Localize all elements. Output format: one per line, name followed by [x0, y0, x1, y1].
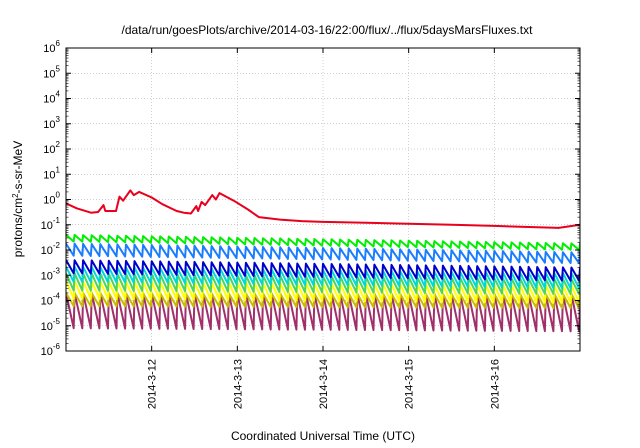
y-tick-label: 101: [43, 165, 60, 181]
series-line: [66, 242, 580, 265]
series-line: [66, 259, 580, 282]
series-line: [66, 189, 580, 229]
y-tick-label: 10-2: [41, 241, 61, 257]
y-axis: 10-6 10-5 10-4 10-3 10-2 10-1 100 101 102 103 104 1…: [41, 39, 580, 358]
y-tick-label: 104: [43, 90, 60, 106]
series-line: [66, 233, 580, 251]
series-line: [66, 272, 580, 295]
y-tick-label: 103: [43, 115, 60, 131]
y-tick-label: 10-4: [41, 292, 61, 308]
y-tick-label: 105: [43, 64, 60, 80]
x-tick-label: 2014-3-13: [232, 359, 244, 409]
y-tick-label: 100: [43, 191, 60, 207]
y-tick-label: 10-5: [41, 317, 61, 333]
x-tick-label: 2014-3-14: [318, 359, 330, 409]
y-axis-label: protons/cm2-s-sr-MeV: [11, 141, 26, 257]
chart-title: /data/run/goesPlots/archive/2014-03-16/2…: [122, 23, 534, 37]
x-tick-label: 2014-3-16: [489, 359, 501, 409]
y-tick-label: 106: [43, 39, 60, 55]
series-layer: [66, 189, 580, 333]
y-tick-label: 102: [43, 140, 60, 156]
y-tick-label: 10-6: [41, 342, 61, 358]
series-line: [66, 291, 580, 310]
x-tick-label: 2014-3-12: [147, 359, 159, 409]
y-tick-label: 10-3: [41, 266, 61, 282]
x-axis-label: Coordinated Universal Time (UTC): [231, 429, 415, 443]
x-tick-label: 2014-3-15: [404, 359, 416, 409]
series-line: [66, 291, 580, 333]
series-line: [66, 265, 580, 290]
series-line: [66, 279, 580, 304]
x-axis: 2014-3-12 2014-3-13 2014-3-14 2014-3-15 2014…: [147, 48, 501, 409]
y-tick-label: 10-1: [41, 216, 61, 232]
